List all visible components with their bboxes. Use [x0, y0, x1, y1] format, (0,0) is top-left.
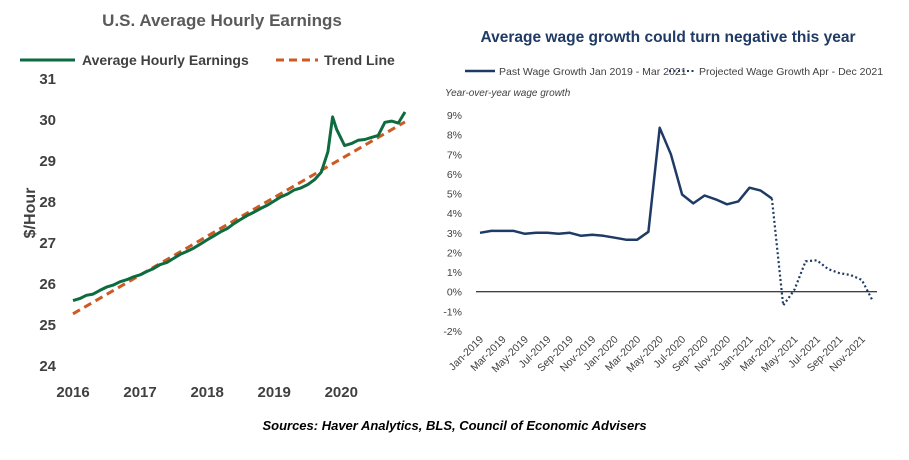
- earnings-series-line: [72, 111, 407, 303]
- x-tick-label: 2018: [190, 384, 223, 401]
- y-tick-label: 28: [39, 194, 56, 211]
- y-axis-label: $/Hour: [22, 188, 39, 239]
- x-tick-label: 2020: [325, 384, 358, 401]
- x-tick-label: 2017: [123, 384, 156, 401]
- source-note: Sources: Haver Analytics, BLS, Council o…: [262, 418, 647, 433]
- legend-label-trend: Trend Line: [324, 52, 395, 68]
- y-tick-label: 27: [39, 235, 56, 252]
- y-tick-label: 31: [39, 71, 56, 88]
- y-tick-label: 25: [39, 317, 56, 334]
- y-tick-label: 9%: [447, 110, 462, 122]
- legend-label-projected: Projected Wage Growth Apr - Dec 2021: [699, 66, 883, 78]
- legend-label-past: Past Wage Growth Jan 2019 - Mar 2021: [499, 66, 687, 78]
- past-wage-growth-line: [479, 126, 773, 241]
- y-tick-label: -2%: [443, 326, 462, 338]
- y-tick-label: 29: [39, 153, 56, 170]
- y-tick-label: 30: [39, 112, 56, 129]
- y-tick-label: 2%: [447, 247, 462, 259]
- y-tick-label: 1%: [447, 267, 462, 279]
- y-tick-label: 6%: [447, 169, 462, 181]
- x-tick-label: 2019: [258, 384, 291, 401]
- y-tick-label: 8%: [447, 130, 462, 142]
- trend-line: [72, 120, 406, 316]
- y-tick-label: 4%: [447, 208, 462, 220]
- wage-growth-chart: Average wage growth could turn negative …: [443, 29, 883, 375]
- legend-label-earnings: Average Hourly Earnings: [82, 52, 249, 68]
- y-tick-label: -1%: [443, 306, 462, 318]
- y-tick-label: 5%: [447, 189, 462, 201]
- earnings-chart: U.S. Average Hourly Earnings Average Hou…: [20, 11, 407, 401]
- wage-growth-chart-title: Average wage growth could turn negative …: [481, 29, 856, 46]
- y-tick-label: 3%: [447, 228, 462, 240]
- y-tick-label: 0%: [447, 287, 462, 299]
- projected-wage-growth-line: [770, 198, 874, 309]
- earnings-chart-title: U.S. Average Hourly Earnings: [102, 11, 342, 30]
- y-tick-label: 24: [39, 358, 56, 375]
- x-tick-label: 2016: [56, 384, 89, 401]
- chart-subtitle: Year-over-year wage growth: [445, 88, 571, 99]
- y-tick-label: 26: [39, 276, 56, 293]
- y-tick-label: 7%: [447, 149, 462, 161]
